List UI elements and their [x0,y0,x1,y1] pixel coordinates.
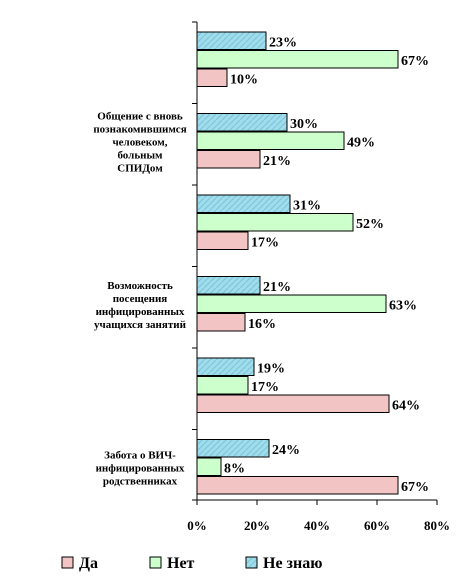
value-label-da-5: 64% [392,399,420,414]
bar-da-2 [196,150,261,169]
legend: Да Нет Не знаю [61,555,322,572]
legend-swatch-ne-znayu [245,556,258,569]
value-label-ne-znayu-5: 19% [257,362,285,377]
bar-net-6 [196,457,222,476]
x-tick-label-20: 20% [244,518,270,533]
value-label-net-1: 67% [401,54,429,69]
legend-label-net: Нет [167,555,195,572]
bar-ne-znayu-2 [196,113,288,132]
value-label-da-4: 16% [248,317,276,332]
bar-da-3 [196,231,249,250]
bar-net-2 [196,131,345,150]
value-label-net-6: 8% [224,462,245,477]
plot-area: 23% 67% 10% 30% 49% 21% 31% 52% 17% 21% 63% 16% 19% 1… [196,31,429,495]
value-label-da-2: 21% [263,154,291,169]
x-tick-label-0: 0% [187,518,207,533]
legend-label-da: Да [79,555,98,572]
category-label-4: Возможность посещения инфицированных учащих… [94,280,187,331]
x-tick-label-60: 60% [364,518,390,533]
category-label-2: Общение с вновь познакомившимся человеком,… [93,110,186,174]
bar-ne-znayu-4 [196,276,261,295]
value-label-net-2: 49% [347,136,375,151]
value-label-ne-znayu-1: 23% [269,36,297,51]
value-label-da-1: 10% [230,73,258,88]
bar-da-4 [196,313,246,332]
value-label-net-5: 17% [251,380,279,395]
x-tick-label-80: 80% [424,518,450,533]
legend-swatch-net [149,556,162,569]
value-label-ne-znayu-2: 30% [290,117,318,132]
bar-ne-znayu-5 [196,357,255,376]
bar-net-1 [196,50,399,69]
bar-da-6 [196,476,399,495]
category-label-6: Забота о ВИЧ-инфицированных родственниках [96,449,185,487]
value-label-ne-znayu-4: 21% [263,280,291,295]
bar-net-4 [196,294,387,313]
bar-da-1 [196,68,228,87]
bar-ne-znayu-6 [196,439,270,458]
x-axis: 0% 20% 40% 60% 80% [187,21,450,533]
bar-net-3 [196,213,354,232]
value-label-ne-znayu-3: 31% [293,199,321,214]
bar-da-5 [196,394,390,413]
legend-label-ne-znayu: Не знаю [263,555,322,572]
value-label-net-4: 63% [389,299,417,314]
legend-swatch-da [61,556,74,569]
value-label-da-3: 17% [251,236,279,251]
value-label-da-6: 67% [401,480,429,495]
x-tick-label-40: 40% [304,518,330,533]
bar-ne-znayu-1 [196,31,267,50]
bar-ne-znayu-3 [196,194,291,213]
value-label-ne-znayu-6: 24% [272,443,300,458]
bar-net-5 [196,376,249,395]
category-labels: Общение с вновь познакомившимся человеком,… [93,110,186,487]
value-label-net-3: 52% [356,217,384,232]
